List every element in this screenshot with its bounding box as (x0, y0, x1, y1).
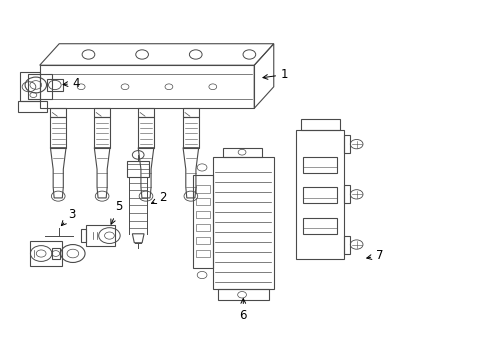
Text: 7: 7 (366, 249, 383, 262)
Text: 4: 4 (63, 77, 80, 90)
Text: 2: 2 (151, 192, 166, 204)
Text: 5: 5 (111, 201, 122, 224)
Text: 1: 1 (263, 68, 288, 81)
Text: 3: 3 (61, 208, 76, 226)
Text: 6: 6 (239, 298, 246, 322)
